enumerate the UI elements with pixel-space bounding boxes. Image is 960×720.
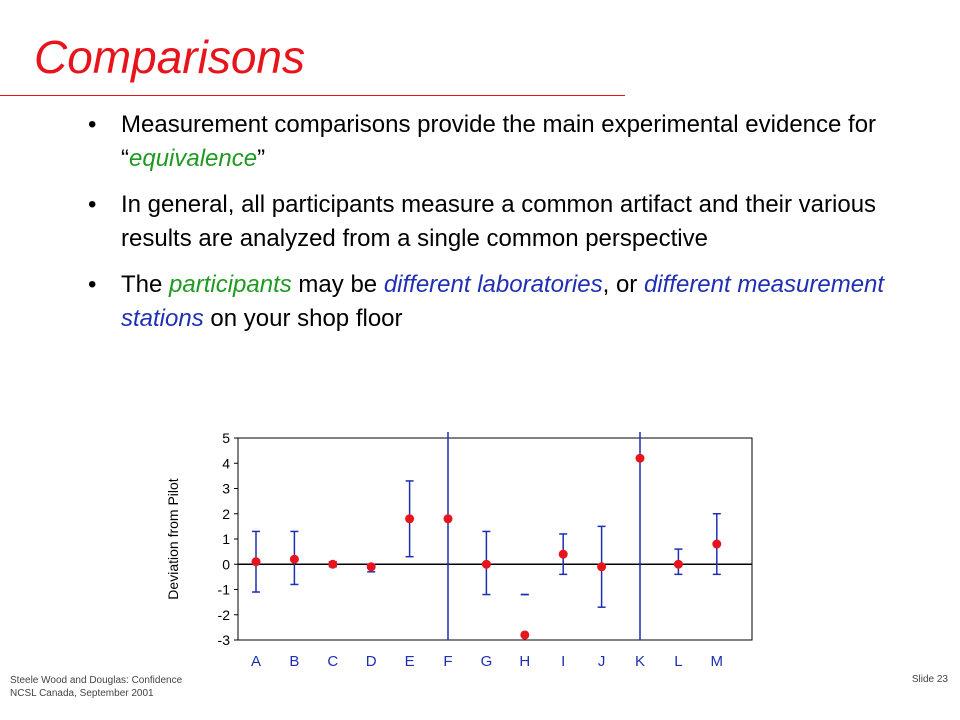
x-tick-label: I	[561, 653, 565, 670]
x-tick-label: E	[405, 653, 415, 670]
data-point	[251, 557, 261, 567]
x-tick-label: B	[289, 653, 299, 670]
data-point	[481, 559, 491, 569]
x-tick-label: L	[674, 653, 682, 670]
slide-number: Slide 23	[911, 674, 948, 685]
footer-line-2: NCSL Canada, September 2001	[10, 688, 154, 699]
bullet-highlight: different laboratories	[383, 271, 603, 298]
bullet-text: In general, all participants measure a c…	[121, 191, 877, 252]
y-tick-label: -1	[218, 582, 231, 598]
x-tick-label: K	[635, 653, 645, 670]
data-point	[443, 514, 453, 524]
y-tick-label: 0	[222, 556, 230, 572]
x-tick-label: C	[327, 653, 338, 670]
bullet-item: • In general, all participants measure a …	[88, 188, 908, 256]
bullet-text: Measurement comparisons provide the main…	[121, 111, 877, 172]
data-point	[635, 453, 645, 463]
bullet-text: may be	[291, 271, 384, 298]
data-point	[673, 559, 683, 569]
x-tick-label: J	[598, 653, 606, 670]
y-tick-label: 1	[222, 531, 230, 547]
x-tick-label: D	[366, 653, 377, 670]
slide-title: Comparisons	[34, 31, 305, 83]
bullet-marker: •	[88, 191, 97, 218]
y-tick-label: -2	[218, 607, 231, 623]
x-tick-label: M	[711, 653, 724, 670]
y-axis-label: Deviation from Pilot	[165, 478, 181, 599]
bullet-list: • Measurement comparisons provide the mai…	[88, 108, 908, 348]
bullet-item: • Measurement comparisons provide the mai…	[88, 108, 908, 176]
data-point	[712, 539, 722, 549]
data-point	[366, 562, 376, 572]
bullet-item: • The participants may be different labor…	[88, 268, 908, 336]
bullet-text: , or	[602, 271, 644, 298]
footer-line-1: Steele Wood and Douglas: Confidence	[10, 675, 183, 686]
x-tick-label: A	[251, 653, 261, 670]
bullet-marker: •	[88, 111, 97, 138]
y-tick-label: 5	[222, 430, 230, 446]
data-point	[558, 549, 568, 559]
data-point	[328, 559, 338, 569]
y-tick-label: 4	[222, 455, 230, 471]
bullet-highlight: participants	[169, 271, 292, 298]
x-tick-label: F	[443, 653, 452, 670]
bullet-text: The	[121, 271, 170, 298]
bullet-text: ”	[257, 145, 266, 172]
data-point	[289, 554, 299, 564]
title-divider	[0, 95, 625, 96]
bullet-highlight: different measurement stations	[121, 271, 885, 332]
bullet-highlight: equivalence	[129, 145, 258, 172]
y-tick-label: 3	[222, 481, 230, 497]
bullet-text: on your shop floor	[203, 305, 403, 332]
x-tick-label: G	[481, 653, 493, 670]
plot-frame	[237, 437, 753, 641]
data-point	[597, 562, 607, 572]
footer: Steele Wood and Douglas: Confidence NCSL…	[10, 674, 182, 700]
x-tick-label: H	[519, 653, 530, 670]
bullet-marker: •	[88, 271, 97, 298]
data-point	[520, 630, 530, 640]
y-tick-label: 2	[222, 506, 230, 522]
y-tick-label: -3	[218, 632, 231, 648]
data-point	[405, 514, 415, 524]
